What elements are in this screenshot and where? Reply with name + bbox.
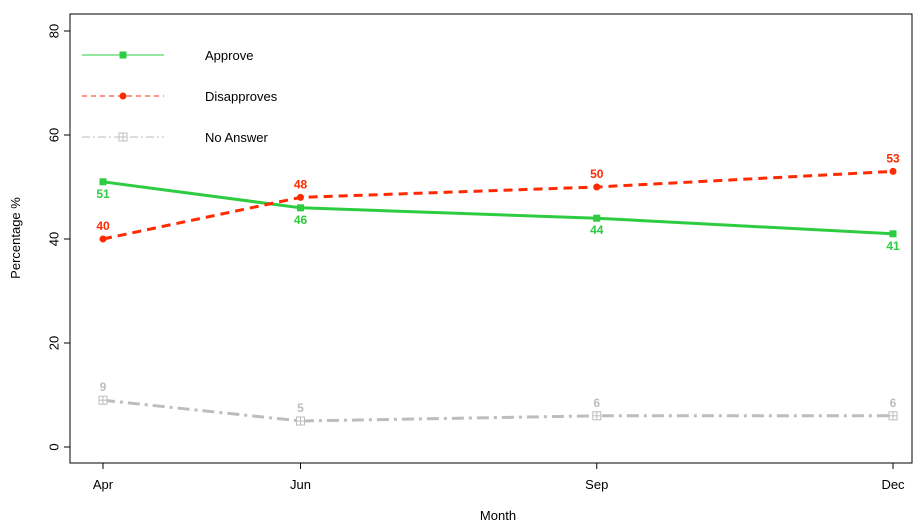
y-tick-label: 40 — [47, 232, 62, 246]
y-axis: 0 20 40 60 80 — [47, 24, 71, 451]
data-label-no-answer: 5 — [297, 401, 304, 415]
data-label-no-answer: 6 — [890, 396, 897, 410]
series-line-approve — [102, 180, 894, 236]
y-tick-label: 0 — [47, 443, 62, 450]
legend-marker-approve — [119, 51, 127, 59]
data-label-disapproves: 48 — [294, 177, 308, 191]
y-tick-label: 80 — [47, 24, 62, 38]
data-label-disapproves: 53 — [886, 151, 900, 165]
data-point-approve — [889, 230, 897, 238]
data-point-no-answer — [296, 416, 305, 426]
data-point-no-answer — [98, 395, 108, 405]
series-line-no-answer — [102, 398, 893, 423]
y-tick-label: 20 — [47, 336, 62, 350]
data-point-disapproves — [593, 183, 601, 191]
x-tick-label: Dec — [881, 477, 905, 492]
data-label-approve: 51 — [96, 187, 110, 201]
data-point-approve — [593, 214, 601, 222]
data-point-approve — [297, 204, 304, 212]
y-tick-label: 60 — [47, 128, 62, 142]
legend-marker-disapproves — [119, 92, 127, 100]
data-label-approve: 44 — [590, 223, 604, 237]
data-point-no-answer — [592, 411, 602, 421]
legend-item-no-answer: No Answer — [82, 130, 269, 145]
legend-label: Approve — [205, 48, 253, 63]
data-label-no-answer: 9 — [100, 380, 107, 394]
data-point-disapproves — [99, 235, 107, 243]
y-axis-title: Percentage % — [8, 197, 23, 279]
x-tick-label: Jun — [290, 477, 311, 492]
legend-marker-no-answer — [118, 132, 128, 142]
data-label-disapproves: 40 — [96, 219, 110, 233]
x-axis: Apr Jun Sep Dec — [93, 462, 905, 492]
series-layer — [98, 167, 898, 426]
data-labels: 51 46 44 41 40 48 50 53 9 5 6 6 — [96, 151, 900, 415]
data-point-no-answer — [888, 411, 898, 421]
x-tick-label: Apr — [93, 477, 114, 492]
data-point-disapproves — [297, 193, 304, 201]
legend-item-approve: Approve — [82, 48, 253, 63]
legend-item-disapproves: Disapproves — [82, 89, 278, 104]
legend-label: No Answer — [205, 130, 269, 145]
plot-frame — [69, 13, 913, 464]
x-tick-label: Sep — [585, 477, 608, 492]
legend: Approve Disapproves No Answer — [82, 48, 278, 145]
data-point-disapproves — [889, 167, 897, 175]
data-label-disapproves: 50 — [590, 167, 604, 181]
series-line-disapproves — [102, 169, 894, 241]
data-label-approve: 41 — [886, 239, 900, 253]
legend-label: Disapproves — [205, 89, 278, 104]
data-label-no-answer: 6 — [593, 396, 600, 410]
data-label-approve: 46 — [294, 213, 308, 227]
data-point-approve — [99, 178, 107, 186]
x-axis-title: Month — [480, 508, 516, 523]
